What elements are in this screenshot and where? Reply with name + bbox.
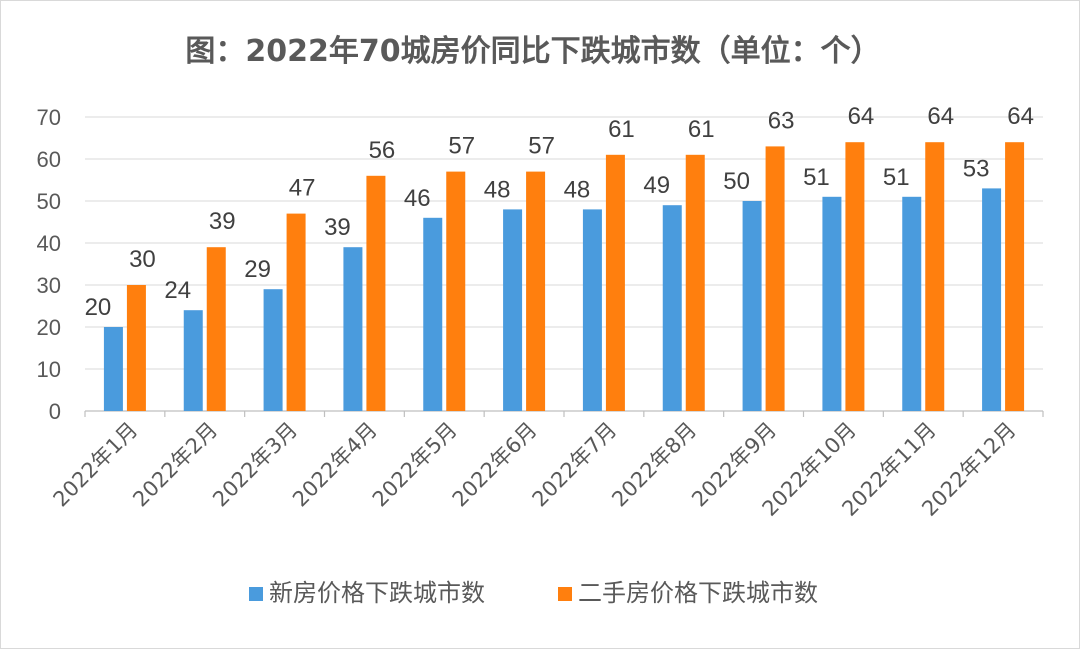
new-home-value-label: 48	[564, 176, 591, 203]
new-home-value-label: 49	[643, 172, 670, 199]
second-hand-bar	[206, 247, 226, 411]
new-home-value-label: 50	[723, 168, 750, 195]
second-hand-value-label: 63	[768, 107, 795, 134]
new-home-bar	[423, 217, 443, 411]
new-home-value-label: 48	[484, 176, 511, 203]
legend: 新房价格下跌城市数 二手房价格下跌城市数	[249, 579, 818, 607]
new-home-bar	[582, 209, 602, 411]
data-labels: 20 30 24 39 29 47 39 56 46 57 48 57 48 61 49 61 50 63 51 64…	[85, 103, 1034, 321]
second-hand-bar	[366, 175, 386, 411]
new-home-value-label: 51	[883, 164, 910, 191]
new-home-bar	[503, 209, 523, 411]
legend-second-hand-label: 二手房价格下跌城市数	[578, 579, 818, 607]
new-home-value-label: 46	[404, 185, 431, 212]
new-home-value-label: 29	[244, 256, 271, 283]
second-hand-value-label: 30	[129, 246, 156, 273]
new-home-bar	[902, 196, 922, 411]
y-tick-label: 10	[37, 357, 61, 382]
second-hand-bar	[446, 171, 466, 411]
x-tick-label: 2022年6月	[448, 418, 542, 512]
y-tick-label: 40	[37, 231, 61, 256]
y-tick-label: 70	[37, 105, 61, 130]
second-hand-value-label: 64	[927, 103, 954, 130]
second-hand-bar	[765, 146, 785, 411]
x-tick-label: 2022年4月	[288, 418, 382, 512]
new-home-value-label: 53	[963, 155, 990, 182]
second-hand-value-label: 64	[1007, 103, 1034, 130]
second-hand-value-label: 57	[448, 133, 475, 160]
second-hand-bar	[526, 171, 546, 411]
second-hand-value-label: 56	[369, 137, 396, 164]
x-tick-label: 2022年2月	[128, 418, 222, 512]
x-axis-ticks: 2022年1月2022年2月2022年3月2022年4月2022年5月2022年…	[49, 418, 1021, 521]
y-axis-ticks: 0 10 20 30 40 50 60 70	[37, 105, 61, 424]
new-home-bar	[822, 196, 842, 411]
second-hand-bar	[685, 154, 705, 412]
second-hand-bar	[925, 142, 945, 411]
x-tick-label: 2022年1月	[49, 418, 143, 512]
second-hand-value-label: 61	[608, 116, 635, 143]
y-tick-label: 30	[37, 273, 61, 298]
second-hand-bar	[845, 142, 865, 411]
x-tick-label: 2022年5月	[368, 418, 462, 512]
new-home-value-label: 39	[324, 214, 351, 241]
new-home-bar	[662, 205, 682, 411]
legend-new-home-swatch	[249, 587, 263, 601]
y-tick-label: 50	[37, 189, 61, 214]
x-tick-label: 2022年3月	[208, 418, 302, 512]
y-tick-label: 20	[37, 315, 61, 340]
second-hand-bar	[286, 213, 306, 411]
x-tick-label: 2022年7月	[528, 418, 622, 512]
second-hand-value-label: 61	[688, 116, 715, 143]
legend-new-home-label: 新房价格下跌城市数	[269, 579, 485, 607]
second-hand-bar	[1005, 142, 1025, 411]
second-hand-value-label: 57	[528, 133, 555, 160]
new-home-value-label: 20	[85, 294, 112, 321]
new-home-bar	[103, 327, 123, 411]
new-home-bar	[982, 188, 1002, 411]
new-home-value-label: 51	[803, 164, 830, 191]
bars	[103, 142, 1025, 412]
new-home-bar	[263, 289, 283, 411]
second-hand-bar	[126, 285, 146, 411]
gridlines	[84, 116, 1044, 417]
new-home-value-label: 24	[164, 277, 191, 304]
legend-second-hand-swatch	[558, 587, 572, 601]
x-tick-label: 2022年8月	[607, 418, 701, 512]
second-hand-value-label: 64	[848, 103, 875, 130]
chart-title: 图：2022年70城房价同比下跌城市数（单位：个）	[185, 34, 880, 69]
y-tick-label: 60	[37, 147, 61, 172]
new-home-bar	[183, 310, 203, 411]
second-hand-bar	[605, 154, 625, 412]
second-hand-value-label: 47	[289, 175, 316, 202]
second-hand-value-label: 39	[209, 208, 236, 235]
new-home-bar	[343, 247, 363, 411]
new-home-bar	[742, 201, 762, 411]
y-tick-label: 0	[49, 399, 61, 424]
